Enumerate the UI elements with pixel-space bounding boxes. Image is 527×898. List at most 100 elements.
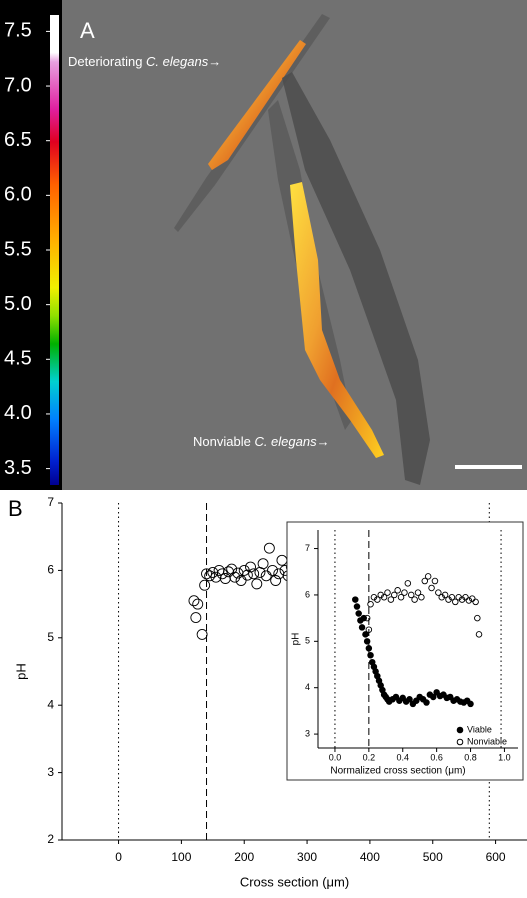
point xyxy=(448,594,456,601)
point xyxy=(358,624,366,631)
legend-label: Viable xyxy=(467,724,492,734)
y-tick-label: 4 xyxy=(47,697,54,711)
point xyxy=(353,603,361,610)
point xyxy=(363,638,371,645)
y-tick-label: 3 xyxy=(47,765,54,779)
annotation-species: C. elegans xyxy=(254,434,317,449)
point xyxy=(401,589,408,596)
point xyxy=(421,577,429,585)
point xyxy=(360,614,368,622)
x-tick-label: 0.6 xyxy=(430,752,443,762)
x-tick-label: 600 xyxy=(486,850,506,864)
point xyxy=(363,614,371,622)
y-tick-label: 3 xyxy=(305,728,310,738)
point xyxy=(418,594,425,601)
panel-label: B xyxy=(8,496,23,521)
point xyxy=(404,580,412,587)
point xyxy=(229,571,241,583)
colorbar-label: 7.5 xyxy=(4,20,32,42)
point xyxy=(394,587,401,594)
colorbar xyxy=(50,15,59,485)
point xyxy=(352,596,359,603)
worm-outline xyxy=(282,72,430,485)
point xyxy=(374,596,381,603)
y-tick-label: 7 xyxy=(305,543,310,553)
y-tick-label: 6 xyxy=(47,563,54,577)
point xyxy=(384,589,391,596)
colorbar-label: 5.5 xyxy=(4,238,32,260)
point xyxy=(380,594,388,601)
colorbar-label: 6.5 xyxy=(4,129,32,151)
x-tick-label: 300 xyxy=(297,850,317,864)
point xyxy=(365,626,373,633)
point xyxy=(430,693,437,701)
y-tick-label: 6 xyxy=(305,589,310,599)
point xyxy=(263,542,275,554)
point xyxy=(414,589,422,596)
annotation-text: Deteriorating xyxy=(68,54,146,69)
point xyxy=(196,628,208,640)
y-tick-label: 2 xyxy=(47,832,54,846)
point xyxy=(468,595,476,602)
point xyxy=(441,591,449,599)
worm-stain xyxy=(208,40,306,170)
point xyxy=(199,579,211,591)
colorbar-label: 4.5 xyxy=(4,348,32,370)
x-tick-label: 0.2 xyxy=(363,752,376,762)
point xyxy=(235,575,247,586)
x-tick-label: 100 xyxy=(171,850,191,864)
point xyxy=(367,651,374,659)
point xyxy=(273,568,285,580)
inset-frame xyxy=(286,521,524,781)
point xyxy=(462,594,469,601)
x-tick-label: 0.8 xyxy=(464,752,477,762)
annotation-text: Nonviable xyxy=(193,434,254,449)
point xyxy=(223,566,234,578)
colorbar-label: 4.0 xyxy=(4,402,32,424)
annotation: Nonviable C. elegans→ xyxy=(193,434,330,449)
point xyxy=(397,594,405,601)
panel-label: A xyxy=(80,18,95,43)
point xyxy=(267,564,278,576)
point xyxy=(226,563,238,575)
y-tick-label: 7 xyxy=(47,495,54,509)
point xyxy=(365,645,373,652)
point xyxy=(192,598,204,610)
x-axis-title: Normalized cross section (μm) xyxy=(330,766,465,777)
annotation-arrow: → xyxy=(317,434,330,449)
point xyxy=(204,570,216,582)
point xyxy=(431,577,439,585)
x-tick-label: 0.4 xyxy=(396,752,409,762)
point xyxy=(201,568,212,580)
point xyxy=(406,696,413,703)
point xyxy=(428,584,435,592)
y-axis-title: pH xyxy=(13,663,28,680)
point xyxy=(241,569,253,581)
legend-marker xyxy=(456,738,464,746)
x-tick-label: 0.0 xyxy=(329,752,342,762)
point xyxy=(407,591,415,599)
point xyxy=(423,699,430,706)
x-axis-title: Cross section (μm) xyxy=(240,874,349,889)
y-tick-label: 5 xyxy=(305,636,310,646)
point xyxy=(424,573,432,580)
point xyxy=(251,578,263,590)
legend-marker xyxy=(456,726,464,734)
point xyxy=(276,554,288,566)
x-tick-label: 400 xyxy=(360,850,380,864)
annotation: Deteriorating C. elegans→ xyxy=(68,54,221,69)
annotation-arrow: → xyxy=(208,54,221,69)
point xyxy=(188,595,200,607)
colorbar-label: 6.0 xyxy=(4,184,32,206)
colorbar-label: 3.5 xyxy=(4,457,32,479)
x-tick-label: 1.0 xyxy=(498,752,511,762)
y-axis-title: pH xyxy=(291,633,302,646)
point xyxy=(257,558,269,570)
point xyxy=(260,570,272,582)
point xyxy=(270,575,282,586)
point xyxy=(475,631,483,638)
y-tick-label: 4 xyxy=(305,682,310,692)
legend-label: Nonviable xyxy=(467,736,507,746)
